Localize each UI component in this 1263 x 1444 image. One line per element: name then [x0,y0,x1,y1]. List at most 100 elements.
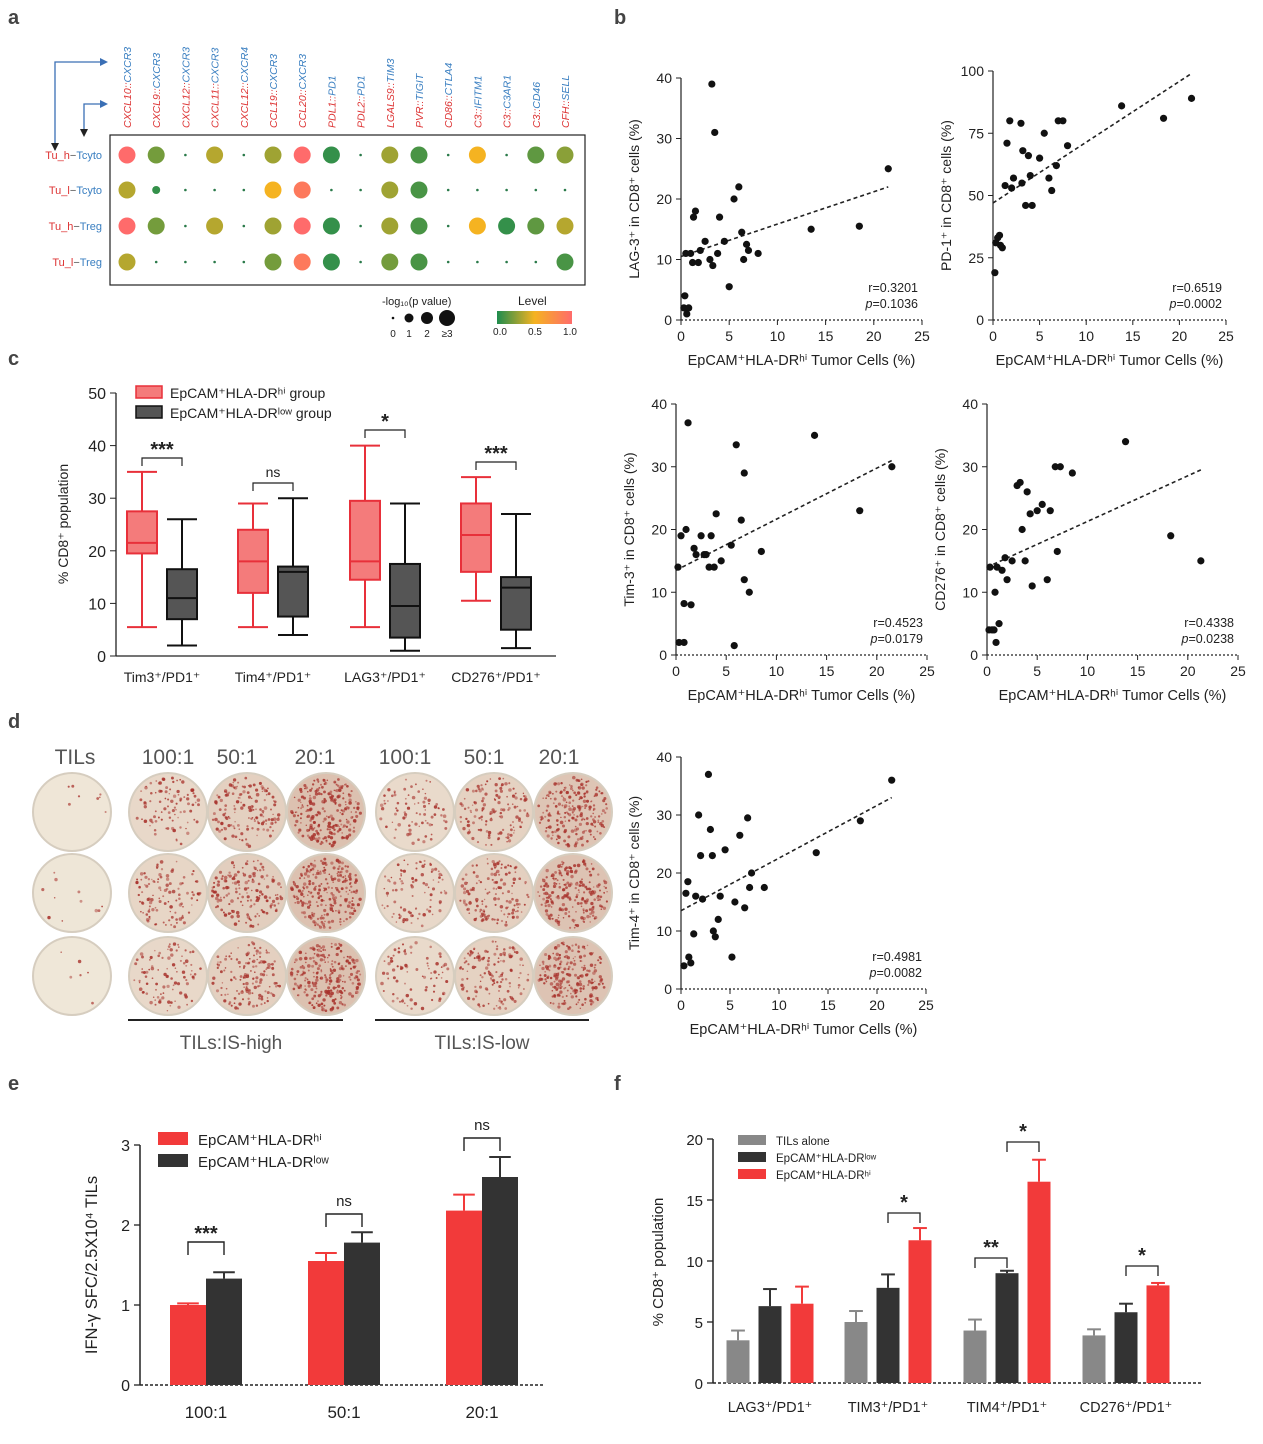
heatmap-dot [410,181,428,199]
spot [179,842,183,846]
spot [220,877,224,880]
spot [575,1003,578,1006]
spot [396,809,399,812]
spot [542,878,546,883]
spot [241,866,244,869]
spot [172,984,175,987]
spot [308,829,311,832]
spot [402,908,407,912]
spot [186,1003,188,1006]
spot [154,949,156,952]
spot [248,957,251,960]
spot [551,834,554,837]
spot [471,864,474,867]
spot [559,987,562,990]
spot [601,809,605,813]
spot [259,862,263,866]
spot [145,884,149,888]
spot [573,899,577,902]
spot [497,1007,500,1009]
spot [574,943,578,946]
spot [585,829,587,832]
spot [307,890,310,893]
spot [546,804,550,808]
spot [467,996,471,1000]
spot [565,886,568,889]
spot [486,862,489,865]
data-point [702,551,710,559]
spot [526,978,530,982]
spot [518,903,521,906]
spot [564,950,568,954]
x-tick-label: 25 [914,328,930,344]
spot [266,999,269,1003]
spot [311,982,315,985]
spot [504,1007,508,1010]
spot [438,872,442,877]
spot [590,901,594,906]
spot [579,1007,582,1010]
spot [348,872,352,876]
spot [258,894,261,897]
spot [580,778,583,781]
spot [411,877,415,880]
spot [559,982,562,986]
spot [486,988,489,991]
spot [217,820,220,824]
spot [404,963,408,968]
spot [253,985,257,990]
spot [314,990,317,994]
spot [316,871,320,875]
spot [225,955,228,958]
heatmap-dot [293,217,311,235]
spot [477,1003,481,1007]
spot [491,808,495,812]
spot [547,903,551,908]
sig-bracket [1125,1265,1159,1276]
spot [345,803,347,806]
group-label: TILs:IS-low [434,1033,529,1054]
spot [266,828,270,832]
spot [172,942,177,946]
y-tick-label: 30 [962,459,978,475]
sig-label: * [381,411,389,433]
spot [309,956,312,960]
spot [154,819,158,823]
y-tick-label: 20 [651,522,667,538]
spot [588,982,590,985]
spot [427,886,430,889]
spot [290,971,293,974]
spot [326,882,329,885]
spot [557,966,561,970]
spot [262,815,265,818]
spot [167,945,171,948]
spot [323,908,327,913]
spot [310,816,315,821]
spot [245,921,248,924]
spot [549,898,553,901]
spot [354,810,358,814]
spot [479,908,483,912]
spot [343,980,347,984]
spot [309,825,313,830]
spot [179,959,182,962]
spot [247,961,251,965]
spot [587,780,590,783]
spot [312,971,315,974]
spot [304,956,308,961]
spot [345,886,348,890]
spot [259,946,262,950]
spot [299,965,303,969]
spot [598,956,602,959]
spot [553,964,557,969]
spot [306,874,311,878]
spot [564,954,569,959]
spot [223,999,227,1003]
spot [163,807,167,811]
spot [544,904,548,908]
spot [390,876,393,879]
spot [440,966,443,968]
spot [344,783,346,786]
spot [542,897,545,901]
spot [330,919,335,923]
